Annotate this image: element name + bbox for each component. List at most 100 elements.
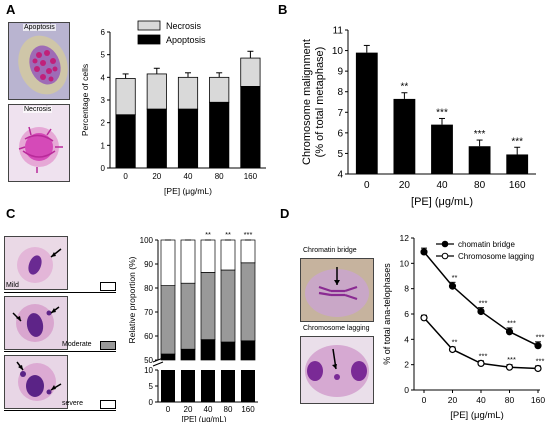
data-point (505, 328, 514, 336)
y-axis-label-line: (% of total metaphase) (314, 47, 326, 158)
bar-mild-lower (161, 370, 175, 402)
y-tick-label: 12 (400, 233, 410, 243)
bar-severe (180, 239, 196, 284)
bar-moderate (240, 262, 256, 342)
moderate-divider (4, 351, 116, 352)
y-axis-label: Chromosome malignment(% of total metapha… (301, 39, 326, 165)
data-point (420, 248, 428, 256)
significance-label: *** (536, 333, 545, 342)
x-tick-label: 80 (215, 172, 224, 181)
significance-label: *** (436, 107, 448, 118)
bar-necrosis (115, 78, 136, 116)
y-tick-label: 4 (337, 170, 343, 181)
x-tick-label: 0 (123, 172, 128, 181)
x-tick-label: 160 (509, 180, 526, 191)
apoptosis-cell-image (9, 23, 69, 99)
y-tick-label: 7 (337, 108, 343, 119)
necrosis-micrograph: Necrosis (8, 104, 70, 182)
bar-necrosis (209, 76, 230, 103)
significance-label: ** (452, 337, 458, 346)
chromatin-bridge-label: Chromatin bridge (302, 247, 358, 254)
necrosis-label: Necrosis (23, 106, 53, 113)
x-tick-label: 0 (364, 180, 370, 191)
legend-label: Apoptosis (166, 35, 206, 45)
mild-label: Mild (6, 282, 19, 289)
x-tick-label: 0 (422, 395, 427, 405)
x-tick-label: 80 (224, 405, 233, 414)
y-tick-label: 70 (144, 308, 153, 317)
x-tick-label: 80 (474, 180, 486, 191)
bar-moderate (160, 285, 176, 355)
y-tick-label: 10 (144, 366, 153, 375)
legend-swatch (137, 34, 161, 45)
severe-label: severe (62, 400, 84, 407)
legend-label: Chromosome lagging (458, 252, 534, 261)
bar-severe (200, 239, 216, 273)
mild-cell-image (5, 237, 67, 289)
panel-letter-a: A (6, 2, 16, 17)
significance-label: *** (511, 136, 523, 147)
chromosome-lagging-image (301, 337, 373, 403)
x-tick-label: 160 (531, 395, 545, 405)
bar-severe (220, 239, 236, 271)
bar (506, 154, 529, 174)
x-tick-label: 160 (244, 172, 258, 181)
necrosis-cell-image (9, 105, 69, 181)
bar-apoptosis (240, 86, 261, 169)
x-tick-label: 0 (166, 405, 171, 414)
bar-necrosis (240, 57, 261, 87)
mild-swatch (100, 282, 116, 291)
data-point (534, 364, 542, 373)
bar-moderate (200, 272, 216, 340)
bar-mild-lower (201, 370, 215, 402)
moderate-swatch (100, 341, 116, 350)
x-tick-label: 40 (476, 395, 486, 405)
y-tick-label: 10 (332, 46, 344, 57)
panel-letter-c: C (6, 206, 16, 221)
bar-mild (180, 348, 196, 361)
y-tick-label: 6 (404, 309, 409, 319)
y-axis-label: Percentage of cells (80, 64, 90, 136)
bar (393, 98, 416, 174)
bar-necrosis (177, 76, 199, 110)
moderate-label: Moderate (62, 341, 92, 348)
bar-necrosis (146, 73, 167, 110)
legend-marker (441, 252, 449, 260)
y-tick-label: 1 (101, 141, 106, 150)
x-tick-label: 20 (152, 172, 161, 181)
panel-letter-b: B (278, 2, 288, 17)
apoptosis-label: Apoptosis (23, 24, 56, 31)
x-tick-label: 160 (241, 405, 255, 414)
data-point (448, 282, 457, 290)
significance-label: *** (507, 355, 516, 364)
y-tick-label: 8 (337, 87, 343, 98)
bar-mild (200, 339, 216, 361)
legend-marker (441, 240, 449, 248)
y-tick-label: 11 (333, 26, 344, 37)
severe-swatch (100, 400, 116, 409)
y-tick-label: 80 (144, 284, 153, 293)
y-tick-label: 60 (144, 332, 153, 341)
x-tick-label: 40 (184, 172, 193, 181)
legend-label: Necrosis (166, 21, 202, 31)
significance-label: *** (479, 298, 488, 307)
apoptosis-micrograph: Apoptosis (8, 22, 70, 100)
bar-severe (240, 239, 256, 264)
significance-label: *** (536, 356, 545, 365)
y-tick-label: 5 (337, 149, 343, 160)
data-point (448, 345, 457, 354)
significance-label: ** (401, 82, 409, 93)
y-tick-label: 8 (404, 284, 409, 294)
bar (431, 124, 453, 174)
y-tick-label: 10 (400, 258, 410, 268)
x-axis-label: [PE] (μg/mL) (164, 186, 212, 196)
x-tick-label: 40 (204, 405, 213, 414)
y-axis-label: % of total ana-telophases (382, 263, 392, 365)
significance-label: ** (452, 273, 458, 282)
x-tick-label: 80 (505, 395, 515, 405)
x-tick-label: 40 (436, 180, 448, 191)
panel-letter-d: D (280, 206, 290, 221)
x-axis-label: [PE] (μg/mL) (181, 415, 226, 422)
